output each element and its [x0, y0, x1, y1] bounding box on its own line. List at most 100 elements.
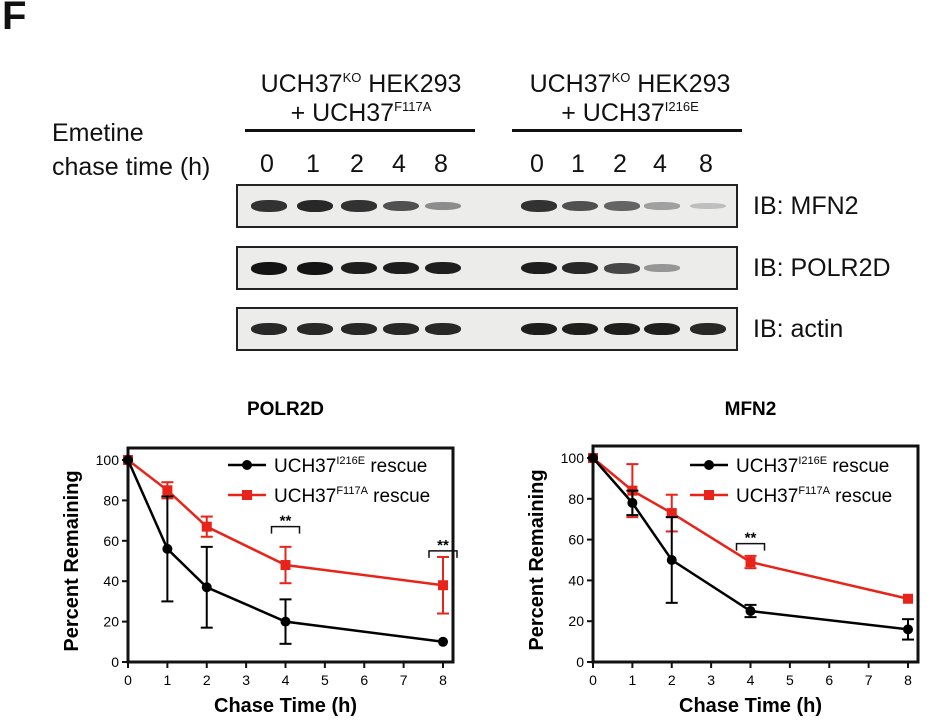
data-point — [201, 582, 212, 593]
legend-entry: UCH37F117A rescue — [736, 485, 892, 507]
y-tick-label: 0 — [576, 654, 584, 670]
x-axis-label: Chase Time (h) — [679, 695, 822, 717]
blot-band — [604, 201, 640, 211]
blot-band — [251, 322, 287, 336]
data-point — [162, 543, 173, 554]
data-point — [438, 636, 448, 647]
blot-band — [425, 261, 461, 275]
blot-band — [521, 261, 557, 275]
blot-band — [644, 264, 680, 272]
blot-panel — [236, 246, 738, 290]
lane-label: 4 — [653, 150, 667, 178]
lane-label: 8 — [434, 150, 448, 178]
y-tick-label: 40 — [568, 572, 584, 588]
data-point — [666, 555, 677, 565]
chart-title: MFN2 — [725, 399, 777, 420]
legend-marker — [242, 460, 252, 470]
blot-label: IB: POLR2D — [753, 254, 891, 282]
y-tick-label: 60 — [568, 532, 584, 548]
x-tick-label: 0 — [124, 672, 132, 688]
x-tick-label: 1 — [628, 672, 636, 688]
legend-name: UCH37 — [736, 486, 798, 507]
y-tick-label: 80 — [568, 491, 584, 507]
blot-band — [562, 322, 598, 336]
blot-label: IB: actin — [753, 315, 844, 343]
condition-line2-sup: I216E — [664, 99, 699, 114]
condition-header-f117a: UCH37KO HEK293 + UCH37F117A — [236, 70, 486, 128]
polr2d-chart: POLR2D 0 20 40 60 80 100 0 1 2 3 4 5 6 7 8 Chase Time (h… — [61, 399, 458, 717]
y-tick-label: 100 — [96, 452, 120, 468]
condition-line1-sup: KO — [611, 70, 631, 85]
x-tick-label: 7 — [865, 672, 873, 688]
legend-entry: UCH37F117A rescue — [274, 485, 430, 507]
blot-band — [251, 261, 287, 275]
y-tick-label: 100 — [561, 450, 585, 466]
legend-name-suffix: rescue — [827, 456, 889, 477]
y-axis-label: Percent Remaining — [61, 470, 83, 651]
blot-band — [341, 322, 377, 336]
significance-bracket — [735, 542, 766, 551]
treatment-label-line1: Emetine — [52, 119, 144, 147]
condition-line1-main: UCH37 — [529, 70, 612, 98]
blot-band — [562, 261, 598, 275]
blot-band — [604, 322, 640, 336]
x-tick-label: 0 — [589, 672, 597, 688]
y-tick-label: 20 — [103, 614, 119, 630]
y-tick-label: 60 — [103, 533, 119, 549]
blot-band — [341, 261, 377, 275]
data-point — [666, 508, 677, 519]
x-tick-label: 5 — [321, 672, 329, 688]
data-point — [201, 521, 212, 532]
lane-label: 2 — [350, 150, 364, 178]
legend-name: UCH37 — [274, 456, 336, 477]
data-point — [123, 455, 133, 465]
legend-marker — [704, 460, 714, 470]
legend-name-sup: F117A — [336, 485, 368, 497]
treatment-label: Emetine chase time (h) — [52, 116, 210, 184]
blot-band — [690, 322, 726, 336]
treatment-label-line2: chase time (h) — [52, 153, 211, 181]
blot-band — [297, 322, 333, 336]
x-tick-label: 5 — [786, 672, 794, 688]
blot-label: IB: MFN2 — [753, 192, 859, 220]
x-tick-label: 6 — [360, 672, 368, 688]
data-point — [745, 606, 756, 616]
y-tick-label: 0 — [111, 654, 119, 670]
y-tick-label: 40 — [103, 573, 119, 589]
data-point — [280, 560, 291, 571]
y-axis-label: Percent Remaining — [526, 469, 548, 650]
condition-line2-sup: F117A — [394, 99, 432, 114]
condition-line2-main: + UCH37 — [561, 99, 665, 127]
condition-line1-sup: KO — [342, 70, 362, 85]
legend-marker — [704, 490, 714, 500]
data-point — [903, 593, 913, 604]
legend-name-suffix: rescue — [830, 486, 892, 507]
legend-name-sup: F117A — [798, 485, 830, 497]
legend-name-sup: I216E — [336, 455, 365, 467]
blot-band — [521, 322, 557, 336]
lane-label: 1 — [306, 150, 320, 178]
significance-bracket — [270, 525, 301, 534]
x-axis-label: Chase Time (h) — [214, 695, 357, 717]
legend-name-suffix: rescue — [365, 456, 427, 477]
y-tick-label: 20 — [568, 613, 584, 629]
blot-band — [383, 322, 419, 336]
significance-bracket — [428, 550, 458, 558]
plot-frame — [126, 446, 455, 664]
data-point — [162, 485, 173, 496]
legend-marker — [242, 490, 252, 500]
condition-line1-rest: HEK293 — [361, 70, 462, 98]
condition-header-i216e: UCH37KO HEK293 + UCH37I216E — [505, 70, 755, 128]
data-point — [438, 580, 448, 591]
chart-title: POLR2D — [247, 399, 324, 420]
blot-band — [297, 261, 333, 275]
blot-band — [341, 200, 377, 212]
data-point — [903, 624, 913, 635]
lane-label: 1 — [571, 150, 585, 178]
data-point — [745, 557, 756, 568]
significance-label: ** — [280, 513, 292, 530]
blot-band — [644, 322, 680, 336]
series-line-1 — [592, 457, 909, 600]
blot-band — [383, 261, 419, 275]
blot-band — [562, 200, 598, 212]
